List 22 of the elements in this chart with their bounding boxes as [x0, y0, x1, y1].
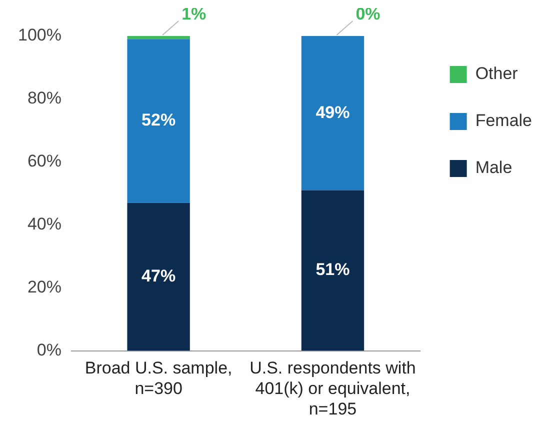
- bar: [127, 202, 190, 351]
- data-label: 1%: [182, 4, 206, 24]
- bar: [127, 36, 190, 40]
- legend-label: Other: [475, 64, 518, 84]
- y-tick-label: 20%: [27, 278, 62, 297]
- bar: [301, 36, 364, 190]
- legend-label: Female: [475, 111, 532, 130]
- x-tick-label: Broad U.S. sample, n=390: [84, 358, 232, 398]
- legend-label: Male: [475, 158, 512, 178]
- bar: [301, 190, 364, 351]
- data-label: 47%: [142, 266, 176, 286]
- y-tick-label: 0%: [36, 340, 62, 360]
- data-label: 52%: [142, 110, 176, 130]
- bar: [127, 39, 190, 203]
- x-tick-label: U.S. respondents with 401(k) or equivalent, n=195: [250, 358, 416, 418]
- y-tick-label: 80%: [27, 88, 62, 108]
- y-tick-label: 100%: [18, 26, 62, 45]
- data-label: 49%: [316, 102, 350, 122]
- data-label: 51%: [316, 260, 350, 280]
- y-tick-label: 40%: [27, 214, 62, 234]
- data-label: 0%: [356, 4, 380, 24]
- y-tick-label: 60%: [27, 152, 62, 171]
